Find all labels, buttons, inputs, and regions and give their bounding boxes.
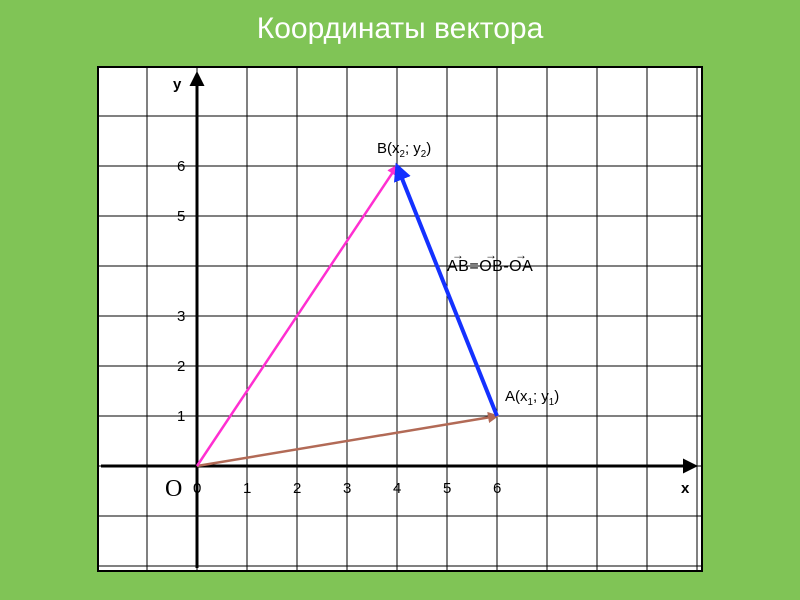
x-tick-3: 3 [343, 480, 351, 497]
y-tick-5: 5 [177, 208, 185, 225]
y-tick-6: 6 [177, 158, 185, 175]
y-tick-1: 1 [177, 408, 185, 425]
x-tick-2: 2 [293, 480, 301, 497]
x-tick-0: 0 [193, 480, 201, 497]
diagram-title: Координаты вектора [0, 12, 800, 46]
y-tick-3: 3 [177, 308, 185, 325]
stage: Координаты вектора x y О0 1 2 3 4 5 6 1 2 3 5 6 A(x1; … [0, 0, 800, 600]
point-label-B: B(x2; y2) [377, 140, 431, 160]
origin-label: О [165, 476, 182, 503]
x-axis-label: x [681, 480, 689, 497]
x-tick-4: 4 [393, 480, 401, 497]
x-tick-5: 5 [443, 480, 451, 497]
vector-formula: AB=OB-OA [447, 258, 533, 276]
y-axis-label: y [173, 76, 181, 93]
x-tick-1: 1 [243, 480, 251, 497]
point-label-A: A(x1; y1) [505, 388, 559, 408]
coordinate-plot: x y О0 1 2 3 4 5 6 1 2 3 5 6 A(x1; y1) B(x2; y2) AB=OB-O… [97, 66, 703, 572]
y-tick-2: 2 [177, 358, 185, 375]
x-tick-6: 6 [493, 480, 501, 497]
